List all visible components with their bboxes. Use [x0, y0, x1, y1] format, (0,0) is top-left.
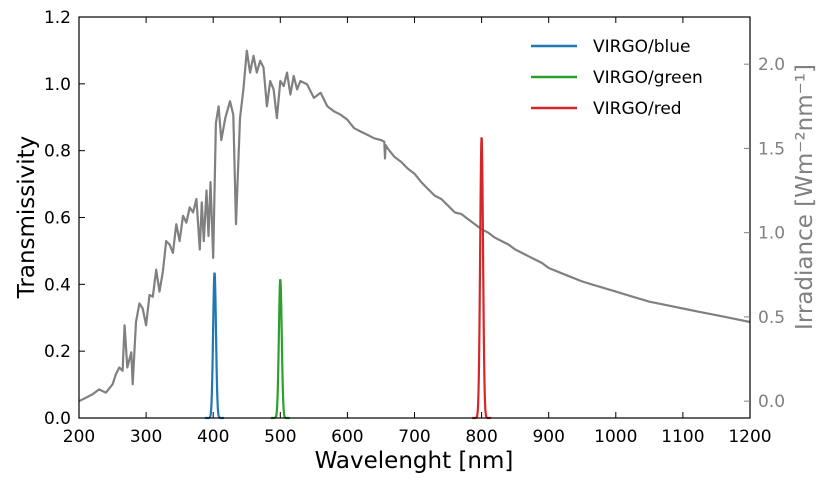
filter-line-red: [472, 137, 491, 420]
x-tick-label: 200: [63, 427, 95, 447]
y2-tick-label: 0.0: [758, 392, 785, 412]
x-tick-label: 700: [398, 427, 430, 447]
x-tick-label: 900: [532, 427, 564, 447]
y-tick-label: 0.4: [44, 275, 71, 295]
y2-tick-label: 2.0: [758, 55, 785, 75]
legend-label-green: VIRGO/green: [593, 68, 703, 88]
x-tick-label: 500: [264, 427, 296, 447]
x-tick-label: 300: [130, 427, 162, 447]
filter-line-green: [270, 279, 290, 420]
x-axis-label: Wavelenght [nm]: [315, 448, 514, 474]
y2-axis-label: Irradiance [Wm⁻²nm⁻¹]: [792, 64, 818, 330]
irradiance-series: [78, 49, 751, 403]
filter-line-blue: [205, 272, 224, 420]
x-tick-label: 600: [331, 427, 363, 447]
y-tick-label: 0.6: [44, 209, 71, 229]
y-axis-label: Transmissivity: [14, 136, 40, 300]
x-tick-label: 1000: [594, 427, 637, 447]
x-tick-label: 800: [465, 427, 497, 447]
y-tick-label: 1.2: [44, 8, 71, 28]
y2-tick-label: 1.5: [758, 139, 785, 159]
axis-ticks: 200 300 400 500 600 700 800 900 1000 1100 1200 0.0 0…: [44, 8, 785, 447]
y-tick-label: 0.2: [44, 342, 71, 362]
y-tick-label: 1.0: [44, 75, 71, 95]
y2-tick-label: 0.5: [758, 308, 785, 328]
legend-label-blue: VIRGO/blue: [593, 37, 690, 57]
x-tick-label: 1200: [728, 427, 771, 447]
legend: VIRGO/blue VIRGO/green VIRGO/red: [531, 37, 703, 119]
filter-series: [205, 137, 491, 420]
y-tick-label: 0.0: [44, 409, 71, 429]
irradiance-line: [78, 49, 751, 403]
y-tick-label: 0.8: [44, 142, 71, 162]
legend-label-red: VIRGO/red: [593, 99, 682, 119]
x-tick-label: 400: [197, 427, 229, 447]
y2-tick-label: 1.0: [758, 224, 785, 244]
x-tick-label: 1100: [661, 427, 704, 447]
